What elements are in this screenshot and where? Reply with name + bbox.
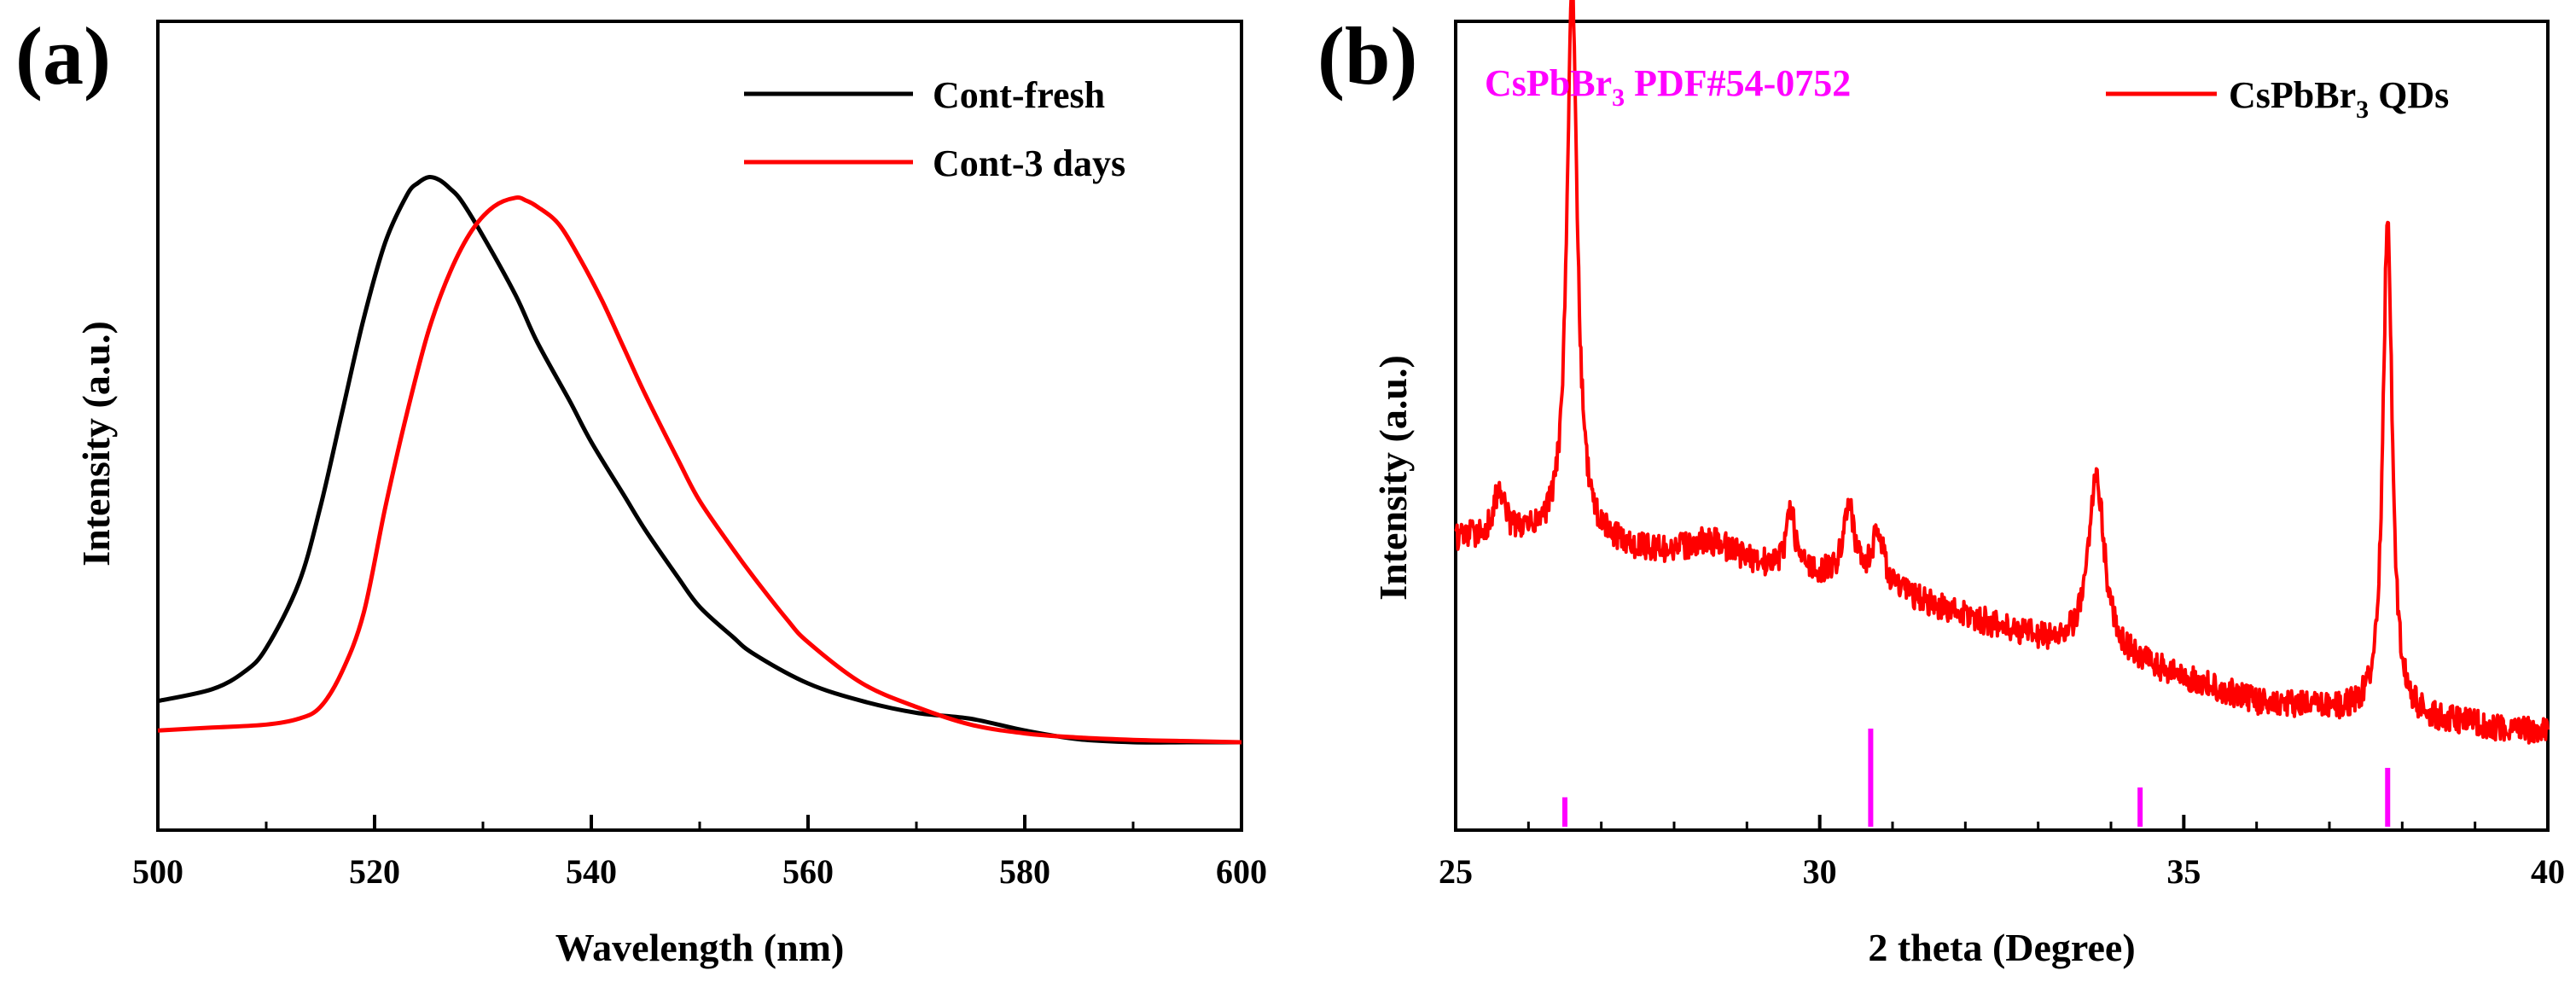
panel-b-plot-frame — [1454, 20, 2550, 832]
panel-b-series — [1454, 0, 2550, 745]
panel-a-legend: Cont-fresh Cont-3 days — [744, 74, 1125, 184]
panel-a-x-ticks: 500 520 540 560 580 600 — [132, 815, 1267, 891]
x-tick-label: 540 — [566, 852, 617, 891]
x-tick-label: 500 — [132, 852, 183, 891]
panel-b-x-axis-label: 2 theta (Degree) — [1868, 926, 2135, 969]
panel-b-reference-peaks — [1562, 729, 2391, 827]
series-line-cont-fresh — [157, 174, 1241, 745]
legend-text-cspbbr3-qds: CsPbBr3 QDs — [2229, 74, 2449, 124]
panel-a-series — [157, 174, 1242, 745]
panel-a-label: (a) — [15, 10, 111, 102]
series-line-cont-3-days — [157, 195, 1242, 745]
panel-a: (a) 500 520 540 560 580 600 Wavelength (nm) I… — [15, 10, 1267, 969]
x-tick-label: 35 — [2166, 852, 2201, 891]
legend-text-cont-fresh: Cont-fresh — [933, 74, 1105, 116]
x-tick-label: 30 — [1803, 852, 1837, 891]
x-tick-label: 40 — [2531, 852, 2565, 891]
series-line-cspbbr3-qds — [1454, 0, 2550, 745]
x-tick-label: 600 — [1216, 852, 1267, 891]
panel-a-y-axis-label: Intensity (a.u.) — [74, 321, 118, 567]
panel-b-y-axis-label: Intensity (a.u.) — [1371, 355, 1415, 601]
x-tick-label: 560 — [782, 852, 834, 891]
panel-b: (b) 25 30 35 40 2 theta (Degree) Intensity … — [1317, 0, 2565, 969]
panel-b-legend: CsPbBr3 QDs — [2106, 74, 2449, 124]
x-tick-label: 25 — [1439, 852, 1473, 891]
legend-text-cont-3-days: Cont-3 days — [933, 142, 1125, 184]
x-tick-label: 520 — [349, 852, 400, 891]
panel-b-label: (b) — [1317, 10, 1417, 102]
panel-a-x-axis-label: Wavelength (nm) — [555, 926, 845, 969]
reference-pattern-label: CsPbBr3 PDF#54-0752 — [1485, 62, 1851, 112]
panel-b-x-ticks: 25 30 35 40 — [1439, 815, 2565, 891]
x-tick-label: 580 — [999, 852, 1050, 891]
